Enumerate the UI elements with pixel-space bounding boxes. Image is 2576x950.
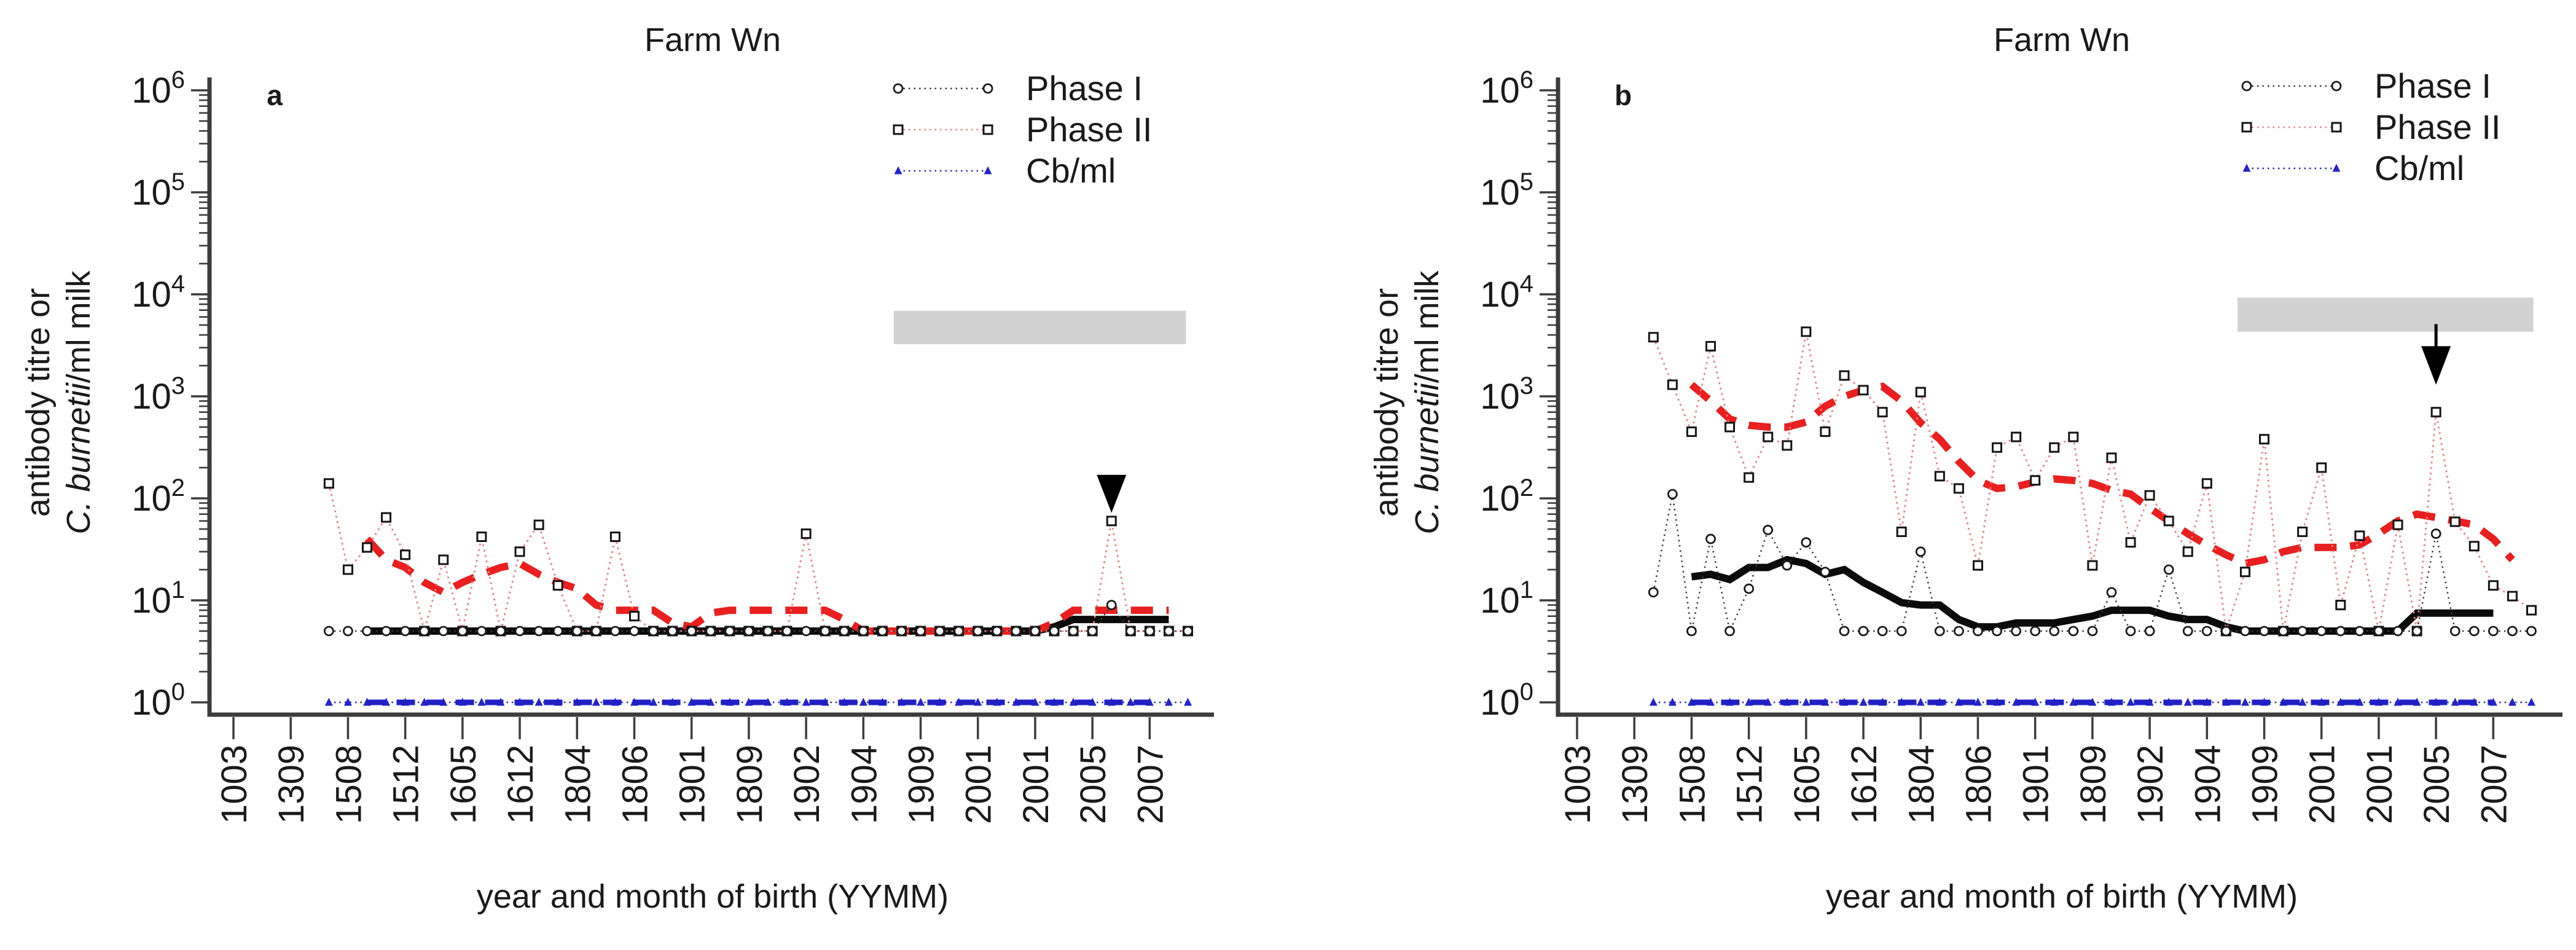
- phase1-swatch-icon: [893, 83, 993, 93]
- x-tick-label: 1806: [1959, 745, 1999, 824]
- y-tick-label: 106: [131, 66, 185, 111]
- y-tick-label: 100: [131, 678, 185, 723]
- y-tick-label: 104: [131, 270, 185, 315]
- y-tick-label: 102: [131, 474, 185, 519]
- panel-a-x-axis-label: year and month of birth (YYMM): [476, 878, 949, 915]
- axes: 100 101 102 103 104 105 106 1003 1309 1508 1512 160…: [1480, 66, 2562, 824]
- x-tick-label: 1605: [444, 745, 483, 824]
- y-axis-label-line1: antibody titre or: [20, 288, 57, 517]
- x-tick-label: 1901: [2016, 745, 2056, 824]
- y-tick-label: 100: [1480, 678, 1533, 723]
- y-axis-label-line1: antibody titre or: [1368, 288, 1405, 517]
- x-tick-label: 1612: [501, 745, 541, 824]
- y-axis-label-line2: C. burnetii/ml milk: [1409, 270, 1446, 535]
- legend-label: Phase II: [1026, 110, 1153, 149]
- cbml-series: [1649, 697, 2535, 706]
- y-tick-label: 101: [1480, 576, 1533, 621]
- y-tick-label: 101: [131, 576, 185, 621]
- panel-b-letter: b: [1614, 79, 1632, 111]
- y-axis-label-line2: C. burnetii/ml milk: [60, 270, 97, 535]
- panel-a: 100 101 102 103 104 105 106 1003 1309 1508 1512 160…: [131, 66, 1214, 824]
- cbml-series: [324, 697, 1192, 706]
- x-tick-label: 2007: [1130, 745, 1170, 824]
- phase2-series: [1648, 326, 2537, 637]
- x-tick-label: 1904: [844, 745, 884, 824]
- x-tick-label: 1804: [1901, 745, 1941, 824]
- x-tick-label: 2001: [2360, 745, 2400, 824]
- highlight-bar: [2237, 297, 2534, 332]
- y-tick-label: 106: [1480, 66, 1533, 111]
- y-tick-label: 103: [1480, 372, 1533, 417]
- y-tick-label: 104: [1480, 270, 1533, 315]
- panel-a-letter: a: [267, 79, 283, 111]
- x-tick-label: 1901: [673, 745, 713, 824]
- phase1-series: [1648, 489, 2537, 637]
- x-tick-label: 1909: [2245, 745, 2285, 824]
- legend-item-phase2: Phase II: [891, 109, 1152, 150]
- axes: 100 101 102 103 104 105 106 1003 1309 1508 1512 160…: [131, 66, 1214, 824]
- phase2-trend-line: [364, 536, 1169, 635]
- x-tick-label: 1904: [2188, 745, 2228, 824]
- x-tick-label: 1508: [329, 745, 369, 824]
- x-tick-label: 2005: [2417, 745, 2457, 824]
- phase1-swatch-icon: [2241, 80, 2342, 91]
- x-tick-label: 1512: [386, 745, 426, 824]
- x-tick-label: 1902: [2131, 745, 2171, 824]
- x-tick-label: 1309: [1615, 745, 1655, 824]
- highlight-bar: [894, 310, 1186, 345]
- panel-a-y-axis-label: antibody titre or C. burnetii/ml milk: [12, 163, 104, 642]
- legend-label: Cb/ml: [1026, 151, 1116, 190]
- x-tick-label: 1309: [272, 745, 311, 824]
- panel-b-legend: Phase I Phase II Cb/ml: [2239, 65, 2500, 189]
- x-tick-label: 1809: [2073, 745, 2113, 824]
- cbml-swatch-icon: [2242, 163, 2341, 171]
- legend-label: Cb/ml: [2374, 149, 2465, 187]
- y-tick-label: 105: [131, 168, 185, 213]
- annotation-arrow-icon: [2421, 324, 2451, 385]
- x-tick-label: 1512: [1730, 745, 1770, 824]
- y-tick-label: 102: [1480, 474, 1533, 519]
- phase1-series: [323, 600, 1193, 637]
- panel-b-title: Farm Wn: [1994, 22, 2130, 58]
- panel-b-y-axis-label: antibody titre or C. burnetii/ml milk: [1361, 163, 1453, 642]
- legend-item-cbml: Cb/ml: [2239, 147, 2500, 189]
- y-tick-label: 105: [1480, 168, 1533, 213]
- phase2-swatch-icon: [2241, 122, 2342, 132]
- x-tick-label: 2001: [1016, 745, 1056, 824]
- panel-a-title: Farm Wn: [644, 22, 781, 58]
- legend-item-phase1: Phase I: [891, 68, 1152, 109]
- x-tick-label: 1804: [558, 745, 598, 824]
- x-tick-label: 2001: [2303, 745, 2343, 824]
- x-tick-label: 1612: [1844, 745, 1884, 824]
- x-tick-label: 1003: [1558, 745, 1598, 824]
- panel-b: 100 101 102 103 104 105 106 1003 1309 1508 1512 160…: [1480, 66, 2562, 824]
- x-tick-label: 2007: [2474, 745, 2514, 824]
- legend-item-phase2: Phase II: [2239, 106, 2500, 147]
- cbml-swatch-icon: [894, 166, 992, 174]
- x-tick-label: 1806: [615, 745, 655, 824]
- x-tick-label: 2001: [959, 745, 999, 824]
- x-tick-label: 1605: [1787, 745, 1827, 824]
- x-tick-label: 1809: [730, 745, 770, 824]
- y-tick-label: 103: [131, 372, 185, 417]
- x-tick-label: 2005: [1073, 745, 1113, 824]
- x-tick-label: 1003: [214, 745, 254, 824]
- panel-a-legend: Phase I Phase II Cb/ml: [891, 68, 1152, 191]
- legend-item-cbml: Cb/ml: [891, 150, 1152, 191]
- legend-label: Phase I: [2374, 66, 2491, 105]
- panel-b-x-axis-label: year and month of birth (YYMM): [1825, 878, 2298, 915]
- annotation-arrow-icon: [1097, 474, 1127, 513]
- legend-item-phase1: Phase I: [2239, 65, 2500, 106]
- phase2-trend-line: [1689, 382, 2515, 568]
- x-tick-label: 1909: [902, 745, 942, 824]
- phase2-swatch-icon: [893, 124, 993, 135]
- x-tick-label: 1902: [787, 745, 827, 824]
- x-tick-label: 1508: [1672, 745, 1712, 824]
- legend-label: Phase II: [2374, 108, 2501, 146]
- legend-label: Phase I: [1026, 69, 1143, 108]
